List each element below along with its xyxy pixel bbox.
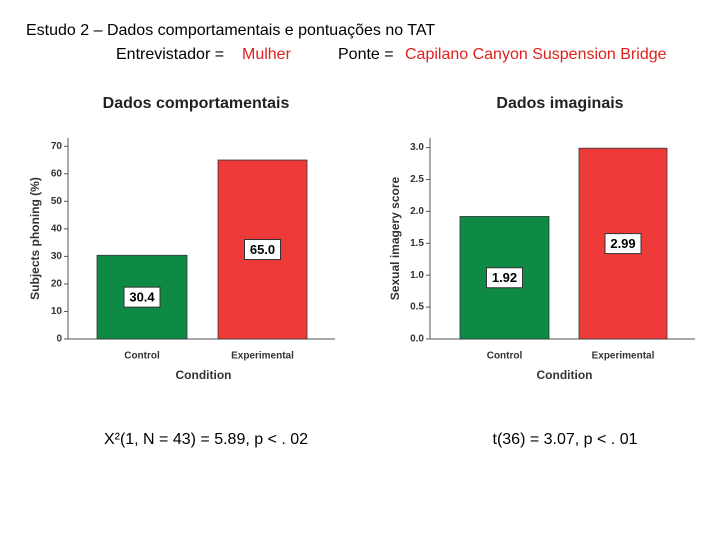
y-tick-label: 1.5 (410, 238, 424, 249)
y-axis-label: Subjects phoning (%) (28, 177, 42, 300)
slide-title: Estudo 2 – Dados comportamentais e pontu… (26, 22, 435, 39)
y-tick-label: 60 (51, 168, 63, 179)
x-axis-label: Condition (176, 368, 232, 382)
value-label-box (604, 233, 642, 255)
y-tick-label: 2.0 (410, 206, 424, 217)
y-tick-label: 0.5 (410, 302, 424, 313)
interviewer-label: Entrevistador = (116, 46, 224, 63)
y-tick-label: 3.0 (410, 142, 424, 153)
value-label: 30.4 (129, 290, 155, 305)
value-label: 1.92 (492, 270, 517, 285)
y-tick-label: 20 (51, 279, 63, 290)
stat-result: t(36) = 3.07, p < . 01 (493, 431, 638, 448)
y-tick-label: 0.0 (410, 334, 424, 345)
y-tick-label: 50 (51, 196, 63, 207)
y-tick-label: 70 (51, 141, 63, 152)
y-tick-label: 40 (51, 224, 63, 235)
x-tick-label: Experimental (592, 351, 655, 362)
value-label: 65.0 (250, 242, 275, 257)
chart-title: Dados comportamentais (103, 95, 290, 112)
stat-result: Χ²(1, N = 43) = 5.89, p < . 02 (104, 431, 308, 448)
bridge-label: Ponte = (338, 46, 394, 63)
value-label-box (486, 267, 523, 289)
y-tick-label: 1.0 (410, 270, 424, 281)
x-tick-label: Control (487, 351, 523, 362)
x-tick-label: Control (124, 351, 160, 362)
value-label: 2.99 (610, 236, 635, 251)
value-label-box (123, 286, 161, 308)
y-tick-label: 0 (56, 334, 62, 345)
x-tick-label: Experimental (231, 351, 294, 362)
y-axis-label: Sexual imagery score (388, 176, 402, 300)
interviewer: Mulher (242, 46, 292, 63)
x-axis-label: Condition (537, 368, 593, 382)
chart-title: Dados imaginais (496, 95, 623, 112)
value-label-box (244, 239, 281, 261)
y-tick-label: 2.5 (410, 174, 424, 185)
y-tick-label: 10 (51, 306, 63, 317)
y-tick-label: 30 (51, 251, 63, 262)
bridge: Capilano Canyon Suspension Bridge (405, 46, 667, 63)
